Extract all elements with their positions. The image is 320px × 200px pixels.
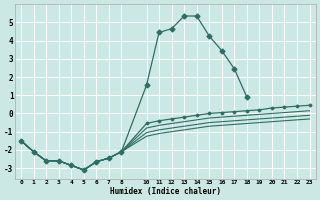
X-axis label: Humidex (Indice chaleur): Humidex (Indice chaleur) (110, 187, 221, 196)
